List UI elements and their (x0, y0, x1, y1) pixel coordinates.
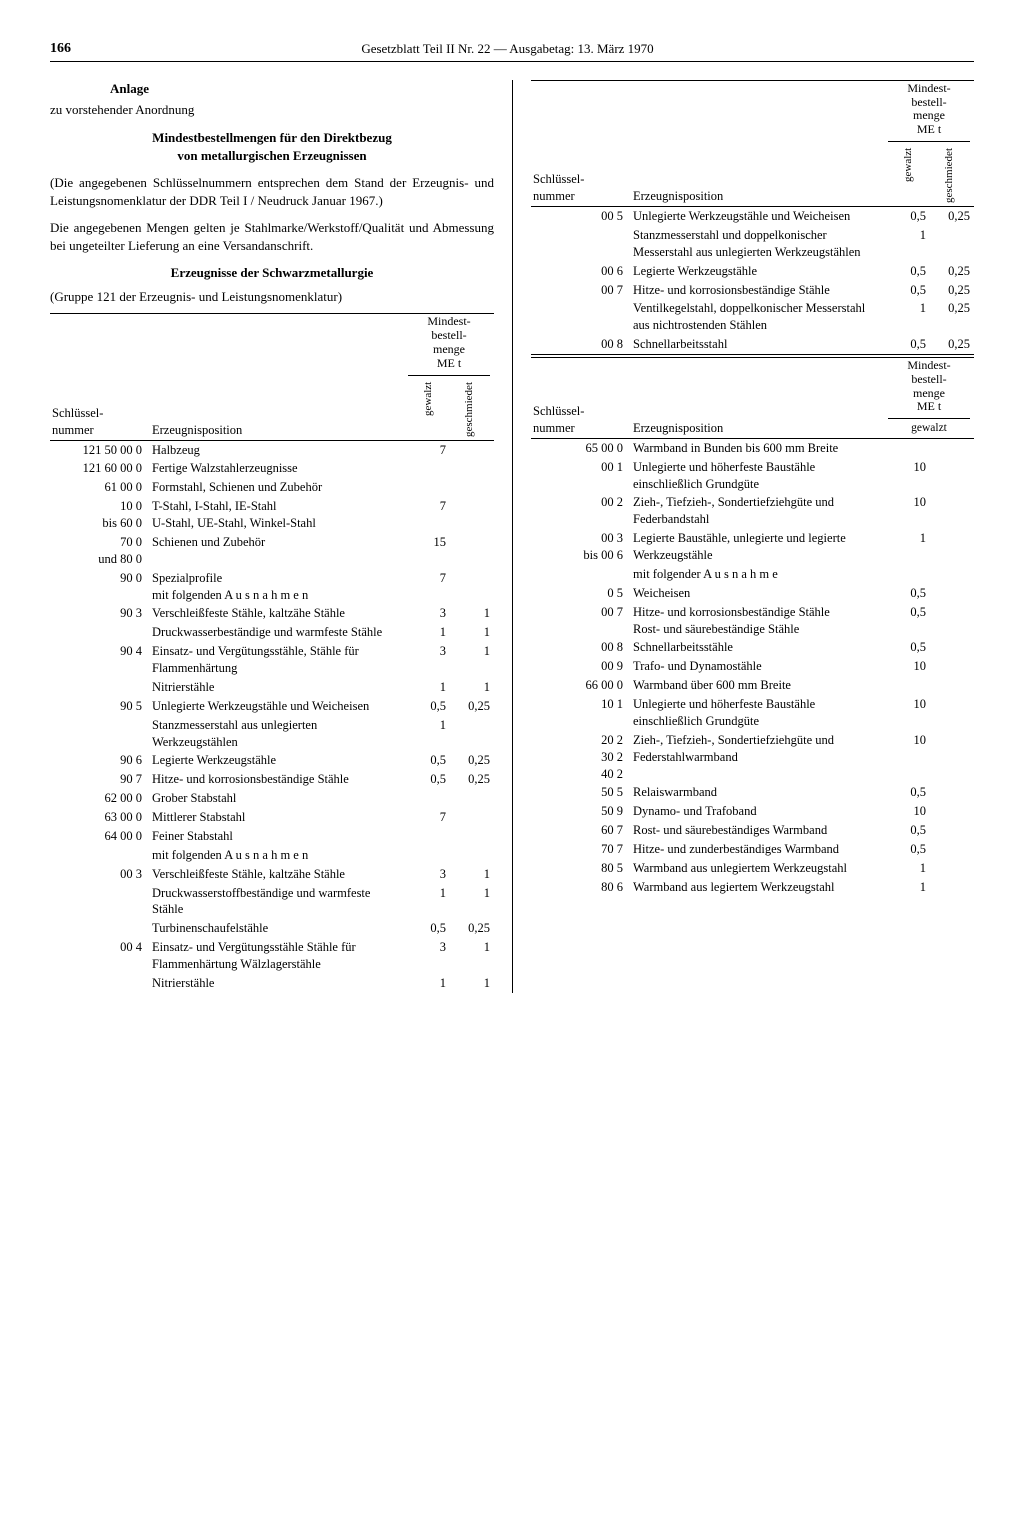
table-row: 63 00 0Mittlerer Stabstahl7 (50, 808, 494, 827)
para2: Die angegebenen Mengen gelten je Stahlma… (50, 219, 494, 254)
table-row: 20 2 30 2 40 2Zieh-, Tiefzieh-, Sonderti… (531, 731, 974, 784)
table-row: 10 1Unlegierte und höherfeste Baustähle … (531, 695, 974, 731)
left-table: Schlüssel- nummer Erzeugnisposition Mind… (50, 313, 494, 992)
table-row: 00 5Unlegierte Werkzeugstähle und Weiche… (531, 207, 974, 226)
table-row: 64 00 0Feiner Stabstahl (50, 827, 494, 846)
table-row: 00 3Verschleißfeste Stähle, kaltzähe Stä… (50, 865, 494, 884)
table-row: 90 5Unlegierte Werkzeugstähle und Weiche… (50, 697, 494, 716)
table-row: 00 4Einsatz- und Vergütungsstähle Stähle… (50, 938, 494, 974)
subtitle: Erzeugnisse der Schwarzmetallurgie (50, 264, 494, 282)
table-row: 80 5Warmband aus unlegiertem Werkzeugsta… (531, 859, 974, 878)
main-title: Mindestbestellmengen für den Direktbezug… (50, 129, 494, 164)
table-row: 00 7Hitze- und korrosionsbeständige Stäh… (531, 281, 974, 300)
table-row: 70 7Hitze- und zunderbeständiges Warmban… (531, 840, 974, 859)
table-row: 121 60 00 0Fertige Walzstahlerzeugnisse (50, 459, 494, 478)
table-row: Nitrierstähle11 (50, 974, 494, 993)
table-row: Druckwasserbeständige und warmfeste Stäh… (50, 623, 494, 642)
table-row: 00 2Zieh-, Tiefzieh-, Sondertiefziehgüte… (531, 493, 974, 529)
table-row: 00 7Hitze- und korrosionsbeständige Stäh… (531, 603, 974, 639)
table-row: 65 00 0Warmband in Bunden bis 600 mm Bre… (531, 438, 974, 457)
table-row: 90 4Einsatz- und Vergütungsstähle, Stähl… (50, 642, 494, 678)
table-row: 10 0 bis 60 0T-Stahl, I-Stahl, IE-Stahl … (50, 497, 494, 533)
table-row: 00 1Unlegierte und höherfeste Baustähle … (531, 458, 974, 494)
table-row: 00 8Schnellarbeitsstahl0,50,25 (531, 335, 974, 354)
right-column: Schlüssel- nummer Erzeugnisposition Mind… (512, 80, 974, 993)
table-row: Ventilkegelstahl, doppelkonischer Messer… (531, 299, 974, 335)
table-row: 90 7Hitze- und korrosionsbeständige Stäh… (50, 770, 494, 789)
table-row: 62 00 0Grober Stabstahl (50, 789, 494, 808)
table-row: Turbinenschaufelstähle0,50,25 (50, 919, 494, 938)
table-row: 00 9Trafo- und Dynamostähle10 (531, 657, 974, 676)
header-title: Gesetzblatt Teil II Nr. 22 — Ausgabetag:… (361, 40, 653, 59)
th-key: Schlüssel- nummer (50, 314, 150, 440)
table-row: 00 3 bis 00 6Legierte Baustähle, unlegie… (531, 529, 974, 565)
table-row: 00 6Legierte Werkzeugstähle0,50,25 (531, 262, 974, 281)
table-row: Stanzmesserstahl und doppelkonischer Mes… (531, 226, 974, 262)
table-row: Stanzmesserstahl aus unlegierten Werkzeu… (50, 716, 494, 752)
table-row: mit folgenden A u s n a h m e n (50, 846, 494, 865)
page-number: 166 (50, 40, 71, 59)
page-header: 166 Gesetzblatt Teil II Nr. 22 — Ausgabe… (50, 40, 974, 62)
table-row: 0 5Weicheisen0,5 (531, 584, 974, 603)
table-row: 60 7Rost- und säurebeständiges Warmband0… (531, 821, 974, 840)
table-row: 61 00 0Formstahl, Schienen und Zubehör (50, 478, 494, 497)
table-row: 80 6Warmband aus legiertem Werkzeugstahl… (531, 878, 974, 897)
table-row: 121 50 00 0Halbzeug7 (50, 440, 494, 459)
zu-label: zu vorstehender Anordnung (50, 101, 494, 119)
gruppe: (Gruppe 121 der Erzeugnis- und Leistungs… (50, 288, 494, 306)
table-row: 66 00 0Warmband über 600 mm Breite (531, 676, 974, 695)
table-row: 70 0 und 80 0Schienen und Zubehör15 (50, 533, 494, 569)
table-row: 50 5Relaiswarmband0,5 (531, 783, 974, 802)
table-row: Druckwasserstoffbeständige und warmfeste… (50, 884, 494, 920)
table-row: 50 9Dynamo- und Trafoband10 (531, 802, 974, 821)
anlage-label: Anlage (110, 80, 494, 98)
table-row: mit folgender A u s n a h m e (531, 565, 974, 584)
table-row: 90 6Legierte Werkzeugstähle0,50,25 (50, 751, 494, 770)
right-table-a: Schlüssel- nummer Erzeugnisposition Mind… (531, 80, 974, 897)
para1: (Die angegebenen Schlüsselnummern entspr… (50, 174, 494, 209)
table-row: 90 3Verschleißfeste Stähle, kaltzähe Stä… (50, 604, 494, 623)
th-mind: Mindest- bestell- menge ME t gewalzt ges… (406, 314, 494, 440)
table-row: 90 0Spezialprofile mit folgenden A u s n… (50, 569, 494, 605)
th-pos: Erzeugnisposition (150, 314, 406, 440)
table-row: Nitrierstähle11 (50, 678, 494, 697)
table-row: 00 8Schnellarbeitsstähle0,5 (531, 638, 974, 657)
left-column: Anlage zu vorstehender Anordnung Mindest… (50, 80, 512, 993)
